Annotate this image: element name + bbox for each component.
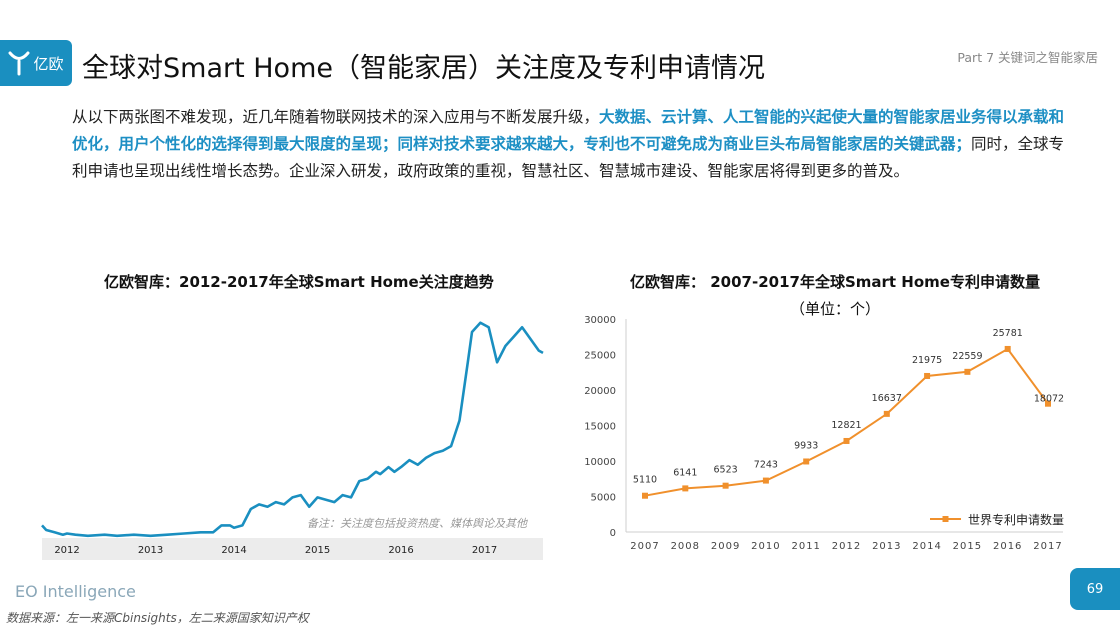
chart2-data-label: 12821 [831,420,861,431]
logo-text: 亿欧 [33,54,64,73]
chart2-data-label: 6523 [714,465,738,476]
chart2-point [883,410,890,417]
chart2-point [722,482,729,489]
chart2-point [682,485,689,492]
intro-paragraph: 从以下两张图不难发现，近几年随着物联网技术的深入应用与不断发展升级，大数据、云计… [72,104,1072,185]
chart2-y-tick: 0 [610,528,616,539]
chart2-data-label: 16637 [872,393,902,404]
chart2-x-tick: 2014 [912,541,941,552]
chart1-x-tick: 2015 [305,545,330,556]
chart2-data-label: 5110 [633,475,657,486]
chart2-data-label: 6141 [673,467,697,478]
chart2-x-tick: 2016 [993,541,1022,552]
section-label: Part 7 关键词之智能家居 [957,50,1098,65]
chart2-x-tick: 2015 [953,541,982,552]
intro-text-2: 同时，全球专利申请也呈现出线性增长态势。企业深入研发，政府政策的重视，智慧社区、… [72,135,1065,180]
chart2-data-label: 18072 [1034,394,1064,405]
chart1-x-tick: 2014 [221,545,246,556]
data-source: 数据来源：左一来源Cbinsights，左二来源国家知识产权 [6,611,309,625]
chart2-point [762,477,769,484]
chart1-series-line [41,321,544,538]
chart2-legend-marker [942,516,949,522]
yiou-logo: 亿欧 [0,40,72,86]
chart2-y-tick: 5000 [591,493,616,504]
chart2-point [642,492,648,499]
chart2-x-tick: 2007 [630,541,659,552]
page-title: 全球对Smart Home（智能家居）关注度及专利申请情况 [82,53,765,84]
chart1-x-tick: 2012 [54,545,79,556]
chart2-point [1045,400,1051,407]
chart2-x-tick: 2012 [832,541,861,552]
chart2-point [924,372,931,379]
chart2-point [964,368,971,375]
chart2-x-tick: 2013 [872,541,901,552]
chart1-x-tick: 2016 [388,545,413,556]
chart2-y-tick: 30000 [584,315,616,326]
chart2-subtitle: （单位：个） [790,300,881,318]
chart1-xaxis-band [42,538,543,560]
page-number: 69 [1070,568,1120,610]
chart2-data-label: 22559 [952,351,982,362]
chart2-data-label: 7243 [754,460,778,471]
chart2-x-tick: 2017 [1033,541,1062,552]
footer-brand: EO Intelligence [15,582,136,601]
chart2-y-tick: 20000 [584,386,616,397]
chart2-point [843,437,850,444]
intro-text-1: 从以下两张图不难发现，近几年随着物联网技术的深入应用与不断发展升级， [72,108,600,126]
chart2-title: 亿欧智库： 2007-2017年全球Smart Home专利申请数量 [630,273,1040,291]
chart2-point [803,458,810,465]
chart2-y-tick: 15000 [584,422,616,433]
chart2-data-label: 9933 [794,440,818,451]
chart2-legend-label: 世界专利申请数量 [968,512,1064,527]
chart2-x-tick: 2011 [791,541,820,552]
chart2-y-tick: 25000 [584,351,616,362]
logo-mark-icon [8,51,30,76]
chart2-data-label: 25781 [993,328,1023,339]
chart1-title: 亿欧智库：2012-2017年全球Smart Home关注度趋势 [104,273,494,291]
chart2-x-tick: 2009 [711,541,740,552]
chart2-y-tick: 10000 [584,457,616,468]
chart2-data-label: 21975 [912,355,942,366]
chart2-point [1004,345,1011,352]
chart1-annotation: 备注：关注度包括投资热度、媒体舆论及其他 [307,517,528,530]
chart2-x-tick: 2010 [751,541,780,552]
chart1-x-tick: 2013 [138,545,163,556]
intro-text-highlight: 大数据、云计算、人工智能的兴起使大量的智能家居业务得以承载和优化，用户个性化的选… [72,108,1065,153]
chart1-x-tick: 2017 [472,545,497,556]
chart2-x-tick: 2008 [671,541,700,552]
